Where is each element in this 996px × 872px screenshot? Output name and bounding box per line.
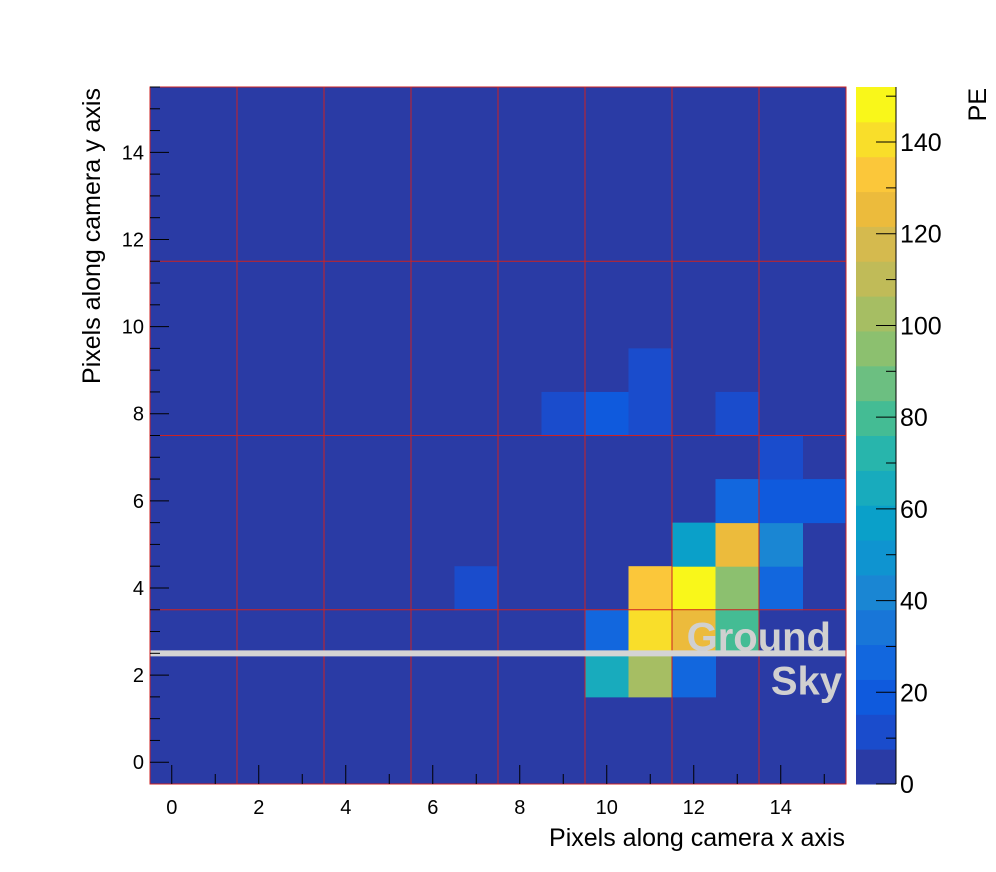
y-tick-label: 8: [133, 404, 144, 426]
heatmap-cell: [454, 566, 499, 611]
x-tick-label: 2: [253, 797, 264, 819]
heatmap-cell: [672, 566, 716, 611]
heatmap-cell: [585, 653, 629, 698]
heatmap-cell: [715, 522, 760, 567]
colorbar-band: [856, 609, 896, 646]
heatmap-cell: [672, 653, 716, 698]
heatmap-cell: [672, 522, 716, 567]
y-tick-label: 2: [133, 665, 144, 687]
heatmap-cell: [628, 391, 673, 436]
colorbar-tick-label: 20: [900, 679, 928, 707]
colorbar-band: [856, 156, 896, 193]
x-tick-label: 0: [166, 797, 177, 819]
heatmap-cell: [715, 479, 760, 524]
heatmap-cell: [715, 566, 760, 611]
y-tick-label: 4: [133, 578, 144, 600]
x-axis-label: Pixels along camera x axis: [549, 824, 845, 852]
heatmap-cell: [715, 391, 760, 436]
heatmap-cell: [672, 609, 716, 654]
colorbar-band: [856, 121, 896, 158]
colorbar-band: [856, 226, 896, 262]
colorbar-band: [856, 574, 896, 611]
colorbar-tick-label: 60: [900, 496, 928, 524]
x-axis: 0 2 4 6 8 10 12 14: [166, 765, 825, 819]
colorbar-tick-label: 120: [900, 221, 942, 249]
colorbar-tick-label: 80: [900, 404, 928, 432]
colorbar: 0 20 40 60 80 100 120 140: [856, 87, 942, 799]
x-tick-label: 8: [514, 797, 525, 819]
x-tick-label: 6: [427, 797, 438, 819]
sky-label: Sky: [771, 659, 843, 703]
y-tick-label: 12: [122, 229, 144, 251]
x-tick-label: 10: [596, 797, 618, 819]
colorbar-tick-label: 0: [900, 771, 914, 799]
y-axis-label: Pixels along camera y axis: [78, 88, 106, 384]
y-tick-label: 14: [122, 142, 144, 164]
colorbar-band: [856, 644, 896, 680]
colorbar-band: [856, 435, 896, 471]
heatmap-cell: [759, 566, 803, 611]
module-grid: [150, 87, 846, 784]
heatmap-cell: [759, 522, 803, 567]
colorbar-band: [856, 400, 896, 436]
heatmap-cell: [715, 609, 760, 654]
ground-label: Ground: [687, 615, 831, 659]
x-tick-label: 14: [770, 797, 792, 819]
heatmap-cell: [585, 391, 629, 436]
colorbar-band: [856, 679, 896, 715]
colorbar-band: [856, 749, 896, 785]
heatmap-cell: [759, 435, 803, 480]
colorbar-band: [856, 714, 896, 750]
y-axis: 0 2 4 6 8 10 12 14: [122, 86, 169, 774]
colorbar-tick-label: 40: [900, 588, 928, 616]
colorbar-band: [856, 540, 896, 576]
colorbar-band: [856, 191, 896, 227]
colorbar-band: [856, 330, 896, 367]
heatmap-cell: [585, 609, 629, 654]
x-tick-label: 12: [683, 797, 705, 819]
heatmap-cell: [628, 609, 673, 654]
colorbar-tick-label: 140: [900, 129, 942, 157]
heatmap-cell: [628, 566, 673, 611]
colorbar-band: [856, 505, 896, 541]
x-tick-label: 4: [340, 797, 351, 819]
colorbar-band: [856, 261, 896, 297]
colorbar-label: PE: [964, 88, 992, 121]
heatmap-cell: [802, 479, 847, 524]
heatmap-cell: [628, 348, 673, 393]
heatmap-cell: [759, 479, 803, 524]
colorbar-tick-label: 100: [900, 312, 942, 340]
heatmap-cell: [628, 653, 673, 698]
colorbar-band: [856, 296, 896, 332]
y-tick-label: 6: [133, 491, 144, 513]
colorbar-band: [856, 87, 896, 123]
heatmap-cell: [541, 391, 586, 436]
y-tick-label: 10: [122, 317, 144, 339]
colorbar-band: [856, 470, 896, 506]
y-tick-label: 0: [133, 752, 144, 774]
